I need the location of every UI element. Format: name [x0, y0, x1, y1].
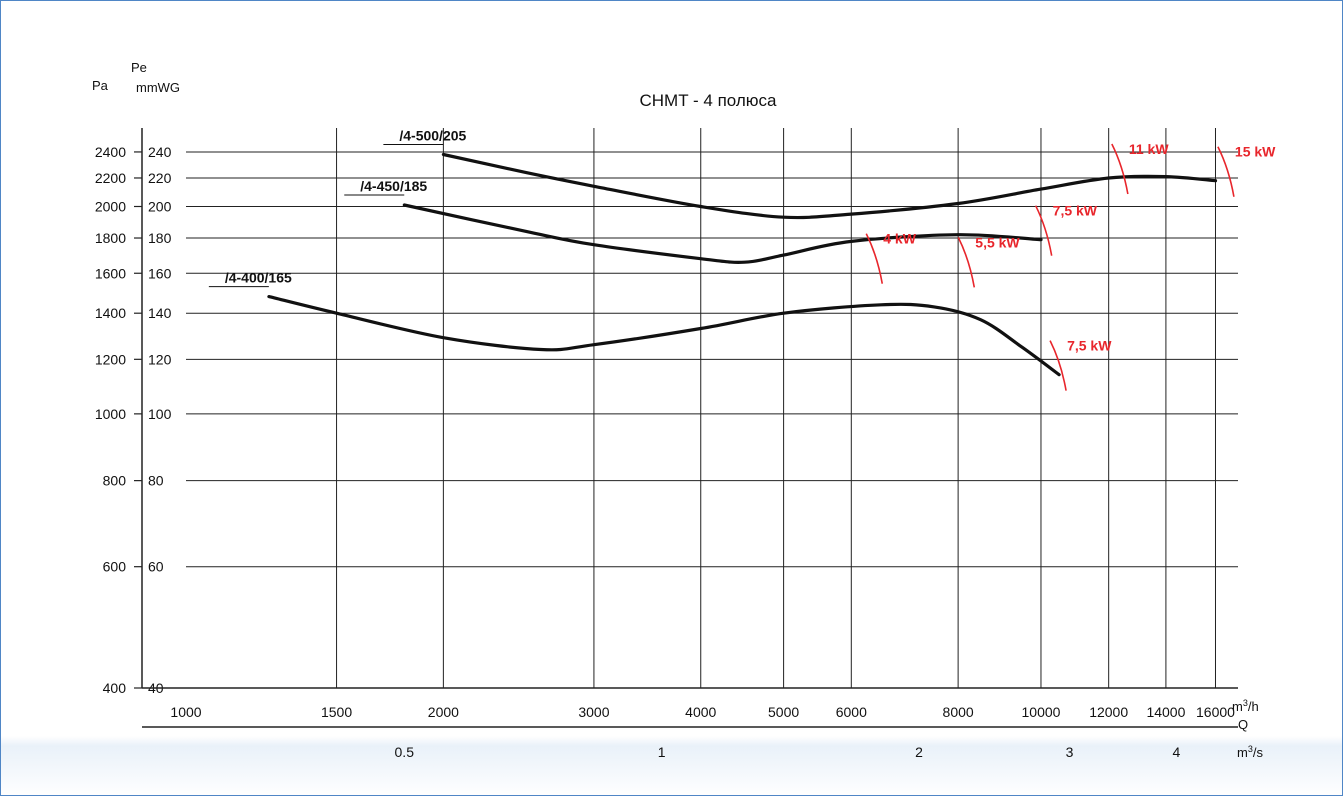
y-tick-label-pa: 2400 [95, 144, 126, 160]
y-tick-label-pa: 800 [103, 473, 127, 489]
y-tick-label-mmwg: 140 [148, 305, 172, 321]
x-secondary-tick-label: 3 [1066, 744, 1074, 760]
grid-lines [186, 128, 1238, 688]
x-tick-label: 8000 [943, 704, 974, 720]
y-tick-label-pa: 2000 [95, 198, 126, 214]
x2-unit-main: m [1237, 745, 1248, 760]
y-tick-label-pa: 2200 [95, 170, 126, 186]
power-marker-arc [1111, 143, 1129, 195]
x-unit-tail: /h [1248, 699, 1259, 714]
x-unit-sup: 3 [1243, 698, 1248, 708]
power-marker-arc [1217, 146, 1235, 197]
x-axis-secondary-unit: m3/s [1237, 744, 1263, 760]
power-marker-arc [957, 237, 976, 288]
series-label: /4-400/165 [225, 270, 292, 286]
y-tick-label-pa: 1600 [95, 265, 126, 281]
x-tick-label: 16000 [1196, 704, 1235, 720]
x-tick-label: 12000 [1089, 704, 1128, 720]
y-tick-label-pa: 400 [103, 680, 127, 696]
x-tick-label: 14000 [1146, 704, 1185, 720]
y-tick-label-mmwg: 100 [148, 406, 172, 422]
series-label: /4-450/185 [360, 178, 427, 194]
series-line [267, 295, 1061, 377]
series-label: /4-500/205 [399, 127, 466, 143]
x-secondary-tick-label: 0.5 [395, 744, 415, 760]
x-axis-unit: m3/h [1232, 698, 1259, 714]
x-tick-label: 1500 [321, 704, 352, 720]
y-axis-pe-label: Pe [131, 60, 147, 75]
x-tick-label: 1000 [170, 704, 201, 720]
x-axis-label: Q [1238, 717, 1248, 732]
y-tick-label-pa: 600 [103, 559, 127, 575]
y-tick-label-mmwg: 220 [148, 170, 172, 186]
y-tick-label-mmwg: 160 [148, 265, 172, 281]
y-tick-label-mmwg: 240 [148, 144, 172, 160]
y-tick-label-pa: 1800 [95, 230, 126, 246]
power-marker-arc [865, 233, 884, 284]
x2-unit-tail: /s [1253, 745, 1264, 760]
power-label: 15 kW [1235, 144, 1276, 160]
power-label: 5,5 kW [975, 234, 1020, 250]
power-label: 7,5 kW [1053, 203, 1098, 219]
x-tick-label: 5000 [768, 704, 799, 720]
x-tick-label: 6000 [836, 704, 867, 720]
chart-title: CHMT - 4 полюса [640, 91, 778, 110]
y-axis-pe-unit: mmWG [136, 80, 180, 95]
y-tick-label-pa: 1400 [95, 305, 126, 321]
x-tick-label: 2000 [428, 704, 459, 720]
series-line [441, 152, 1218, 220]
y-tick-label-mmwg: 60 [148, 559, 164, 575]
x-tick-label: 10000 [1022, 704, 1061, 720]
y-tick-label-pa: 1200 [95, 351, 126, 367]
x-secondary-tick-label: 4 [1172, 744, 1180, 760]
power-label: 7,5 kW [1067, 338, 1112, 354]
y-tick-label-mmwg: 120 [148, 351, 172, 367]
x-tick-label: 4000 [685, 704, 716, 720]
power-label: 4 kW [883, 231, 916, 247]
series-line [402, 203, 1043, 264]
y-tick-label-mmwg: 80 [148, 473, 164, 489]
x2-unit-sup: 3 [1248, 744, 1253, 754]
x-unit-main: m [1232, 699, 1243, 714]
x-tick-label: 3000 [578, 704, 609, 720]
power-label: 11 kW [1129, 141, 1169, 157]
y-tick-label-mmwg: 200 [148, 198, 172, 214]
y-tick-label-pa: 1000 [95, 406, 126, 422]
y-tick-label-mmwg: 180 [148, 230, 172, 246]
x-secondary-tick-label: 2 [915, 744, 923, 760]
power-marker-arc [1049, 340, 1067, 391]
y-axis-pa-label: Pa [92, 78, 109, 93]
x-secondary-tick-label: 1 [658, 744, 666, 760]
power-marker-arc [1034, 205, 1053, 256]
